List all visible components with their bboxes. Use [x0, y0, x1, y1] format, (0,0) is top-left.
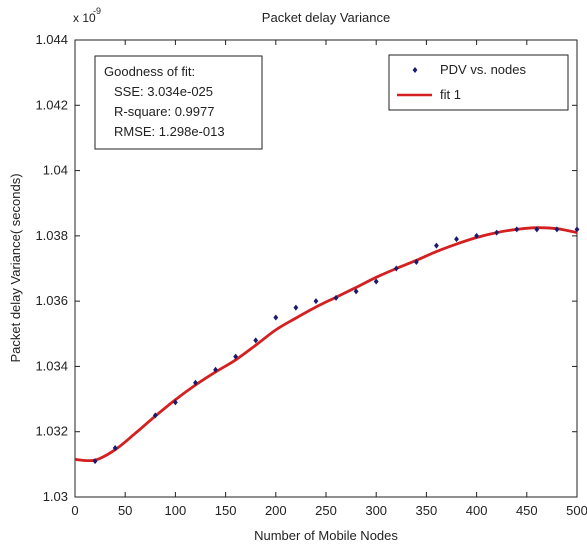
data-point [373, 278, 379, 285]
y-scale-factor: x 10 -9 [73, 6, 101, 25]
y-scale-base: x 10 [73, 11, 96, 25]
data-point [494, 229, 500, 236]
y-tick-label: 1.04 [43, 163, 68, 178]
y-scale-exponent: -9 [93, 6, 101, 16]
data-point [554, 226, 560, 233]
data-point [213, 366, 218, 373]
data-point [193, 379, 198, 386]
data-point [313, 298, 319, 305]
points-layer [92, 226, 580, 465]
x-tick-label: 150 [215, 503, 237, 518]
data-point [434, 242, 439, 249]
y-tick-label: 1.034 [35, 358, 68, 373]
y-tick-label: 1.036 [35, 293, 68, 308]
legend-frame [388, 54, 569, 111]
data-point [152, 412, 158, 419]
legend-marker-pdv [412, 67, 418, 73]
data-point [92, 458, 98, 465]
goodness-of-fit-title: Goodness of fit: [104, 64, 195, 79]
y-tick-label: 1.042 [35, 97, 68, 112]
goodness-of-fit-frame [94, 55, 263, 150]
x-tick-label: 50 [118, 503, 132, 518]
x-tick-label: 400 [466, 503, 488, 518]
goodness-of-fit-rmse: RMSE: 1.298e-013 [114, 124, 225, 139]
y-axis-label: Packet delay Variance( seconds) [8, 173, 23, 362]
legend-label-pdv: PDV vs. nodes [440, 62, 526, 77]
data-point [112, 445, 118, 452]
data-point [273, 314, 279, 321]
y-tick-label: 1.044 [35, 32, 68, 47]
goodness-of-fit-rsquare: R-square: 0.9977 [114, 104, 214, 119]
legend: PDV vs. nodes fit 1 [388, 54, 569, 111]
legend-label-fit: fit 1 [440, 87, 461, 102]
data-point [474, 232, 479, 239]
data-point [233, 353, 239, 360]
y-tick-label: 1.032 [35, 424, 68, 439]
data-point [253, 337, 259, 344]
goodness-of-fit-sse: SSE: 3.034e-025 [114, 84, 213, 99]
chart-title: Packet delay Variance [262, 10, 390, 25]
data-point [534, 226, 540, 233]
x-tick-label: 350 [416, 503, 438, 518]
y-tick-label: 1.03 [43, 489, 68, 504]
axis-tick-labels: 0 50 100 150 200 250 300 350 400 450 500 1.03 1.032 1… [35, 32, 587, 518]
x-tick-label: 200 [265, 503, 287, 518]
data-point [333, 294, 339, 301]
data-point [514, 226, 520, 233]
data-point [413, 258, 419, 265]
x-tick-label: 100 [165, 503, 187, 518]
data-point [454, 236, 459, 243]
x-axis-label: Number of Mobile Nodes [254, 528, 398, 543]
legend-marker-diamond [412, 67, 418, 73]
data-point [293, 304, 299, 311]
x-tick-label: 500 [566, 503, 587, 518]
goodness-of-fit-box: Goodness of fit: SSE: 3.034e-025 R-squar… [94, 55, 263, 150]
data-point [353, 288, 359, 295]
x-tick-label: 250 [315, 503, 337, 518]
axis-ticks [74, 39, 578, 498]
x-tick-label: 450 [516, 503, 538, 518]
data-point [393, 265, 399, 272]
data-point [173, 399, 178, 406]
x-tick-label: 300 [365, 503, 387, 518]
y-tick-label: 1.038 [35, 228, 68, 243]
x-tick-label: 0 [71, 503, 78, 518]
data-point [574, 226, 580, 233]
